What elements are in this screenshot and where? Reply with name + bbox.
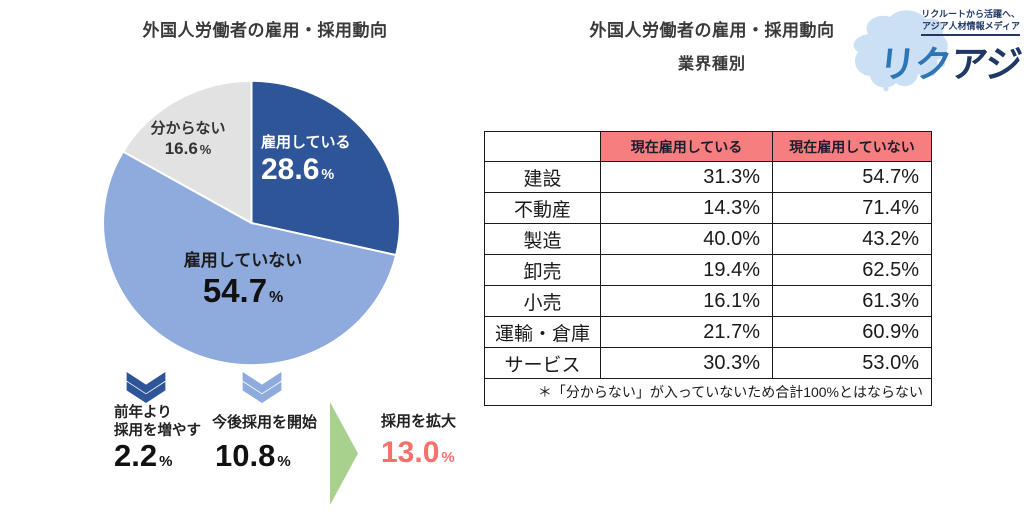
pie-label-unknown-value: 16.6% (164, 139, 212, 159)
table-header-row: 現在雇用している 現在雇用していない (484, 131, 932, 162)
table-row: 小売 16.1% 61.3% (484, 285, 932, 317)
industry-name: 卸売 (484, 254, 601, 286)
industry-value: 14.3% (600, 192, 773, 224)
industry-value: 21.7% (600, 316, 773, 348)
logo-wordmark: リクアジ (876, 44, 1024, 85)
industry-value: 40.0% (600, 223, 773, 255)
table-row: 運輸・倉庫 21.7% 60.9% (484, 316, 932, 348)
pie-label-not-employing-value: 54.7% (202, 271, 284, 309)
table-row: 不動産 14.3% 71.4% (484, 192, 932, 224)
industry-name: 不動産 (484, 192, 601, 224)
table-row: サービス 30.3% 53.0% (484, 347, 932, 379)
increase-hiring-label: 前年より 採用を増やす (114, 405, 201, 439)
industry-name: サービス (484, 347, 601, 379)
industry-value: 62.5% (772, 254, 932, 286)
pie-slice-2 (121, 79, 253, 225)
expand-hiring-label: 採用を拡大 (381, 413, 457, 430)
pie-label-not-employing-name: 雇用していない (183, 251, 303, 270)
table-header-col2: 現在雇用していない (772, 131, 932, 162)
left-chart-title: 外国人労働者の雇用・採用動向 (142, 21, 388, 40)
pie-slice-0 (250, 79, 401, 257)
increase-hiring-value: 2.2% (114, 438, 173, 473)
right-table-title: 外国人労働者の雇用・採用動向 業界種別 (562, 16, 862, 74)
industry-value: 43.2% (772, 223, 932, 255)
pie-chart (102, 79, 401, 366)
industry-value: 16.1% (600, 285, 773, 317)
right-title-line2: 業界種別 (677, 56, 746, 73)
industry-value: 31.3% (600, 161, 773, 193)
pie-label-employing-name: 雇用している (261, 134, 351, 151)
pie-label-not-employing: 雇用していない 54.7% (168, 251, 318, 309)
industry-value: 19.4% (600, 254, 773, 286)
logo-tagline: リクルートから活躍へ、 アジア人材情報メディア (921, 8, 1020, 37)
industry-name: 製造 (484, 223, 601, 255)
industry-name: 運輸・倉庫 (484, 316, 601, 348)
industry-name: 建設 (484, 161, 601, 193)
pie-label-employing: 雇用している 28.6% (261, 134, 381, 188)
pie-slice-1 (102, 150, 398, 366)
industry-name: 小売 (484, 285, 601, 317)
asia-map-icon (853, 10, 948, 92)
expand-hiring-value: 13.0% (381, 436, 455, 469)
rikuaji-logo: リクルートから活躍へ、 アジア人材情報メディア リクアジ (845, 0, 1024, 95)
right-title-line1: 外国人労働者の雇用・採用動向 (589, 21, 835, 40)
table-footnote-row: ＊「分からない」が入っていないため合計100%とはならない (484, 378, 932, 406)
pie-label-unknown: 分からない 16.6% (140, 120, 236, 159)
table-row: 製造 40.0% 43.2% (484, 223, 932, 255)
industry-value: 60.9% (772, 316, 932, 348)
industry-value: 53.0% (772, 347, 932, 379)
industry-value: 54.7% (772, 161, 932, 193)
table-row: 卸売 19.4% 62.5% (484, 254, 932, 286)
industry-value: 30.3% (600, 347, 773, 379)
double-chevron-down-dark-icon (126, 372, 166, 403)
start-hiring-value: 10.8% (215, 438, 291, 473)
table-corner-cell (484, 131, 601, 162)
pie-label-unknown-name: 分からない (150, 120, 226, 137)
industry-table: 現在雇用している 現在雇用していない 建設 31.3% 54.7% 不動産 14.3% 71… (484, 131, 932, 406)
right-arrow-icon (330, 402, 358, 505)
table-header-col1: 現在雇用している (600, 131, 773, 162)
table-footnote: ＊「分からない」が入っていないため合計100%とはならない (484, 378, 932, 406)
double-chevron-down-light-icon (242, 372, 282, 403)
industry-value: 61.3% (772, 285, 932, 317)
start-hiring-label: 今後採用を開始 (212, 414, 318, 431)
table-row: 建設 31.3% 54.7% (484, 161, 932, 193)
industry-value: 71.4% (772, 192, 932, 224)
pie-label-employing-value: 28.6% (261, 153, 335, 187)
